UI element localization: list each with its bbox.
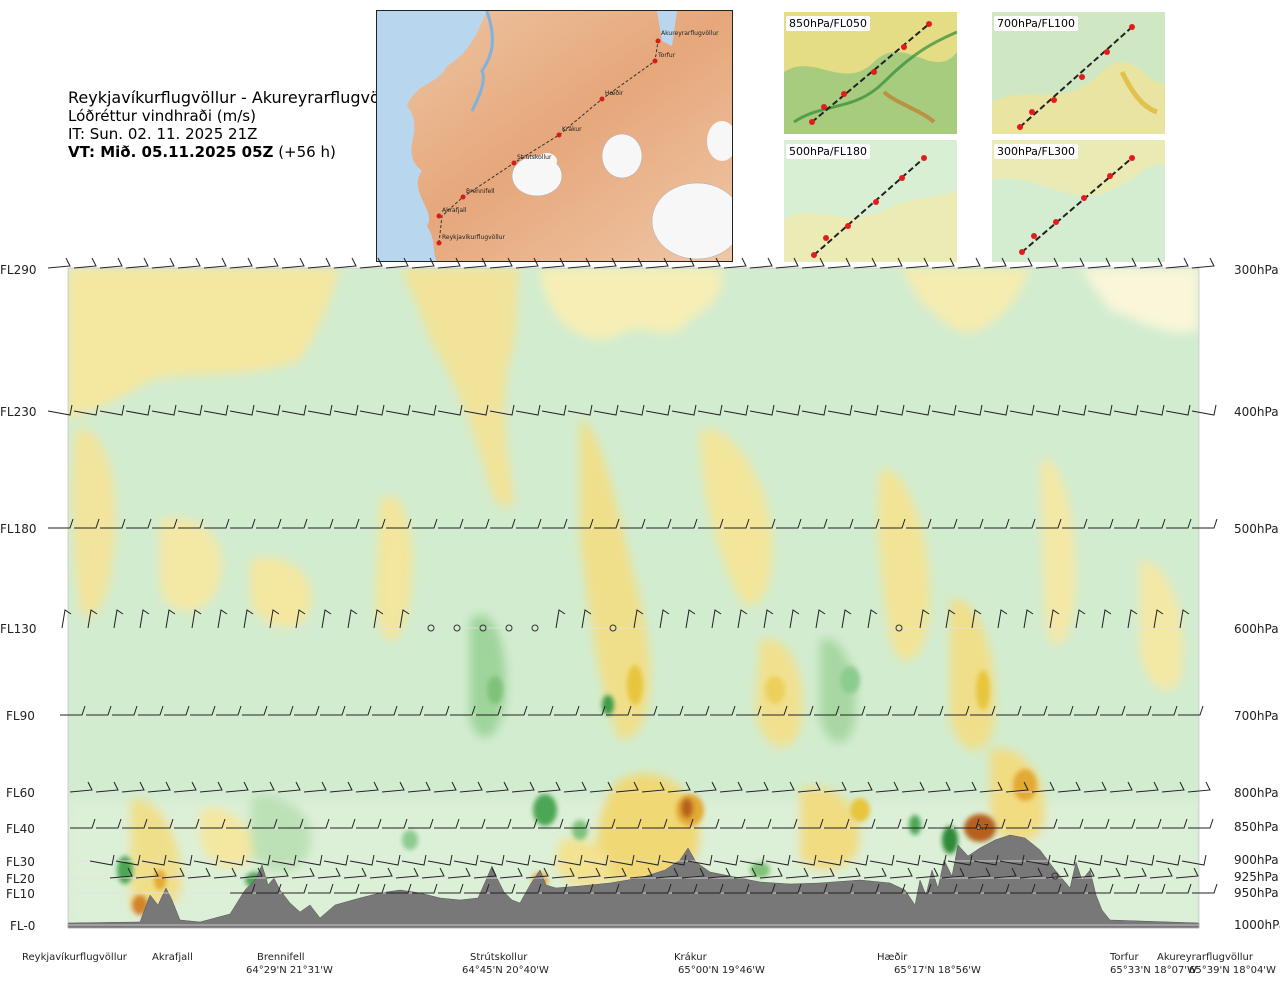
wind-barb bbox=[256, 258, 278, 268]
fl-label: FL-0 bbox=[10, 919, 35, 933]
location-name: Torfur bbox=[1109, 952, 1139, 963]
wind-barb bbox=[802, 258, 824, 268]
location-coord: 65°33'N 18°07'W bbox=[1110, 965, 1197, 976]
wind-barb bbox=[334, 258, 356, 268]
location-name: Akureyrarflugvöllur bbox=[1157, 952, 1254, 963]
fl-label: FL40 bbox=[6, 822, 35, 836]
wind-barb bbox=[516, 258, 538, 268]
hpa-label: 925hPa bbox=[1234, 870, 1279, 884]
location-name: Brennifell bbox=[257, 952, 305, 963]
hpa-label: 850hPa bbox=[1234, 820, 1279, 834]
wind-barb bbox=[1062, 258, 1084, 268]
wind-barb bbox=[620, 258, 642, 268]
hpa-label: 900hPa bbox=[1234, 853, 1279, 867]
hpa-label: 400hPa bbox=[1234, 405, 1279, 419]
hpa-label: 600hPa bbox=[1234, 622, 1279, 636]
fl-label: FL20 bbox=[6, 872, 35, 886]
fl-label: FL90 bbox=[6, 709, 35, 723]
wind-barb bbox=[1114, 258, 1136, 268]
wind-barb bbox=[308, 258, 330, 268]
pressure-axis: 300hPa 400hPa 500hPa 600hPa 700hPa 800hP… bbox=[1234, 263, 1280, 932]
route-locations: Reykjavíkurflugvöllur Akrafjall Brennife… bbox=[22, 951, 1276, 976]
wind-barb bbox=[412, 258, 434, 268]
location-name: Hæðir bbox=[877, 952, 908, 963]
wind-barb bbox=[1166, 258, 1188, 268]
hpa-label: 700hPa bbox=[1234, 709, 1279, 723]
wind-barb bbox=[1192, 258, 1214, 268]
fl-label: FL30 bbox=[6, 855, 35, 869]
location-coord: 64°29'N 21°31'W bbox=[246, 965, 333, 976]
fl-label: FL10 bbox=[6, 887, 35, 901]
wind-barb bbox=[854, 258, 876, 268]
wind-barb bbox=[178, 258, 200, 268]
hpa-label: 950hPa bbox=[1234, 886, 1279, 900]
wind-barb bbox=[1088, 258, 1110, 268]
wind-barb bbox=[906, 258, 928, 268]
wind-barb bbox=[750, 258, 772, 268]
flight-level-axis: FL290 FL230 FL180 FL130 FL90 FL60 FL40 F… bbox=[0, 263, 37, 933]
wind-barb bbox=[152, 258, 174, 268]
wind-barb bbox=[646, 258, 668, 268]
hpa-label: 800hPa bbox=[1234, 786, 1279, 800]
wind-barb bbox=[698, 258, 720, 268]
wind-barb bbox=[542, 258, 564, 268]
wind-barb bbox=[1036, 258, 1058, 268]
hpa-label: 1000hPa bbox=[1234, 918, 1280, 932]
wind-barb bbox=[48, 258, 70, 268]
wind-barb bbox=[776, 258, 798, 268]
wind-barb bbox=[464, 258, 486, 268]
location-coord: 65°17'N 18°56'W bbox=[894, 965, 981, 976]
value-annotation: 0.7 bbox=[976, 823, 989, 832]
hpa-label: 300hPa bbox=[1234, 263, 1279, 277]
fl-label: FL290 bbox=[0, 263, 37, 277]
fl-label: FL60 bbox=[6, 786, 35, 800]
wind-barb bbox=[880, 258, 902, 268]
location-coord: 65°39'N 18°04'W bbox=[1189, 965, 1276, 976]
location-coord: 65°00'N 19°46'W bbox=[678, 965, 765, 976]
wind-barb bbox=[360, 258, 382, 268]
location-coord: 64°45'N 20°40'W bbox=[462, 965, 549, 976]
fl-label: FL180 bbox=[0, 522, 37, 536]
location-name: Akrafjall bbox=[152, 952, 193, 963]
wind-barb bbox=[594, 258, 616, 268]
wind-barb bbox=[438, 258, 460, 268]
wind-barb bbox=[1140, 258, 1162, 268]
wind-barb bbox=[724, 258, 746, 268]
wind-barb bbox=[230, 258, 252, 268]
wind-barb bbox=[386, 258, 408, 268]
wind-barb bbox=[100, 258, 122, 268]
wind-barb bbox=[282, 258, 304, 268]
wind-barb bbox=[204, 258, 226, 268]
location-name: Strútskollur bbox=[470, 951, 528, 963]
cross-section-chart: 0.7 FL290 FL230 FL180 FL130 FL90 FL60 FL… bbox=[0, 0, 1280, 981]
fl-label: FL130 bbox=[0, 622, 37, 636]
hpa-label: 500hPa bbox=[1234, 522, 1279, 536]
fl-label: FL230 bbox=[0, 405, 37, 419]
wind-barb bbox=[958, 258, 980, 268]
wind-barb bbox=[490, 258, 512, 268]
wind-barb bbox=[1010, 258, 1032, 268]
wind-barb bbox=[984, 258, 1006, 268]
location-name: Krákur bbox=[674, 951, 708, 963]
wind-barb bbox=[74, 258, 96, 268]
wind-barb bbox=[672, 258, 694, 268]
wind-barb bbox=[568, 258, 590, 268]
wind-barb bbox=[932, 258, 954, 268]
wind-barb bbox=[828, 258, 850, 268]
wind-barb bbox=[126, 258, 148, 268]
location-name: Reykjavíkurflugvöllur bbox=[22, 951, 128, 963]
